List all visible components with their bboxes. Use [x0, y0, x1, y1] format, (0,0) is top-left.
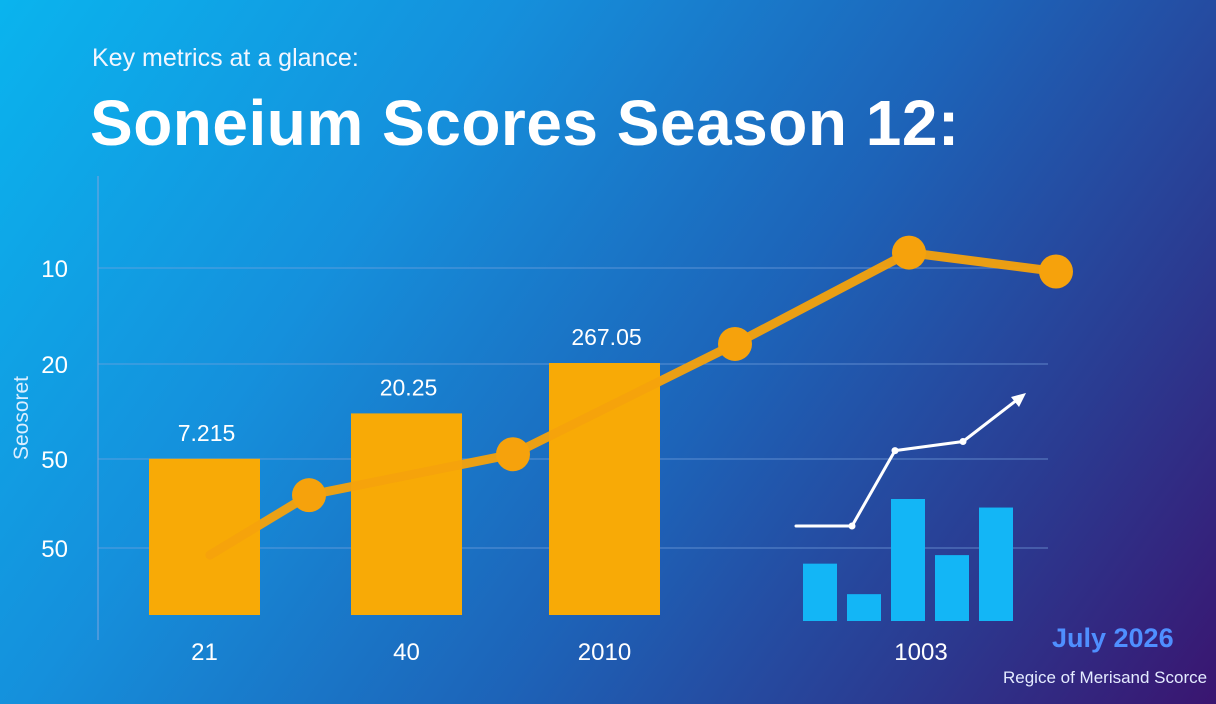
mini-bar: [979, 507, 1013, 621]
data-label: 20.25: [380, 374, 438, 400]
mini-trend-marker: [848, 522, 856, 530]
mini-bar: [891, 499, 925, 621]
mini-bar: [935, 555, 969, 621]
source-label: Regice of Merisand Scorce: [1003, 668, 1208, 687]
y-tick-label: 10: [41, 256, 68, 283]
trend-marker: [292, 478, 326, 513]
trend-marker: [892, 235, 926, 270]
trend-marker: [1039, 254, 1073, 289]
mini-bar: [803, 563, 837, 621]
x-tick-label: 1003: [894, 639, 947, 666]
bar: [351, 413, 462, 615]
x-tick-label: 2010: [578, 639, 631, 666]
y-tick-label: 50: [41, 536, 68, 563]
arrow-head-icon: [1011, 393, 1026, 407]
bar: [549, 363, 660, 615]
y-tick-label: 50: [41, 447, 68, 474]
x-tick-label: 21: [191, 639, 218, 666]
mini-trend-marker: [959, 438, 967, 445]
mini-bar: [847, 594, 881, 621]
trend-line: [205, 248, 1061, 560]
y-tick-label: 20: [41, 352, 68, 379]
trend-marker: [496, 437, 530, 472]
chart-title: Soneium Scores Season 12:: [90, 87, 960, 159]
mini-trend-marker: [891, 447, 899, 455]
data-label: 267.05: [571, 324, 641, 350]
data-label: 7.215: [178, 420, 236, 446]
x-tick-label: 40: [393, 639, 420, 666]
trend-marker: [718, 326, 752, 361]
chart-subtitle: Key metrics at a glance:: [92, 44, 359, 72]
date-label: July 2026: [1052, 623, 1174, 653]
